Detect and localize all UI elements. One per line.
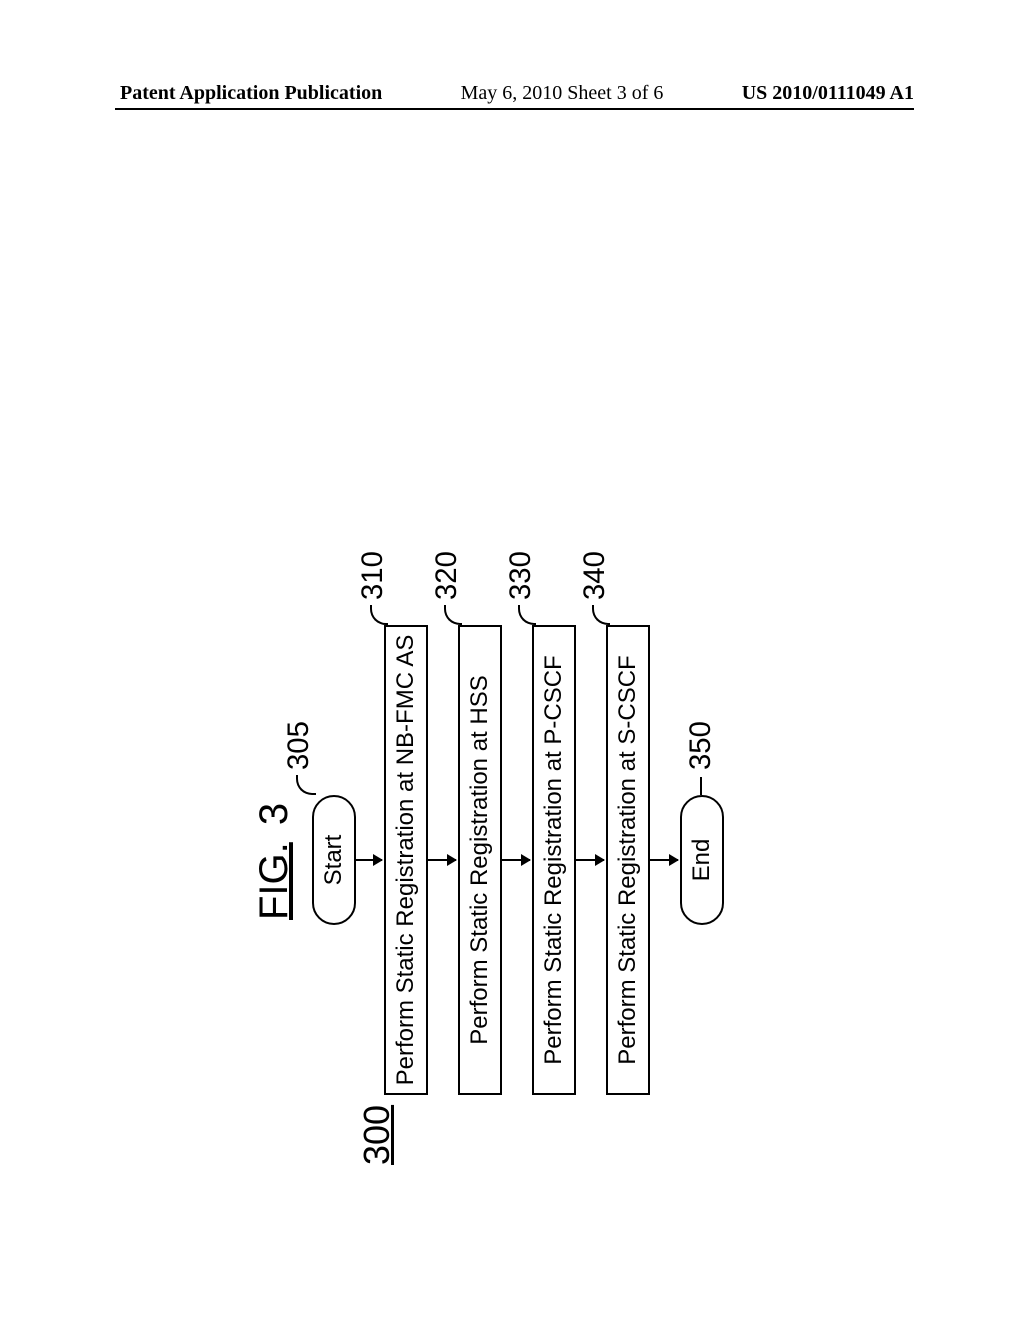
page-header: Patent Application Publication May 6, 20… xyxy=(120,82,914,105)
callout-end: 350 xyxy=(684,721,718,770)
callout-lead-start xyxy=(296,775,316,795)
callout-lead-end xyxy=(700,777,702,795)
callout-lead-p1 xyxy=(370,605,388,625)
flow-node-end: End xyxy=(680,795,724,925)
flow-arrow-p3-p4 xyxy=(576,859,604,861)
flow-arrow-p4-end xyxy=(650,859,678,861)
header-left: Patent Application Publication xyxy=(120,82,382,105)
header-rule xyxy=(115,108,914,110)
figure-rotated-container: FIG. 3 300 Start 305 Perform Static Regi… xyxy=(252,480,772,1240)
figure-title-prefix: FIG. xyxy=(252,842,296,920)
flow-arrow-start-p1 xyxy=(356,859,382,861)
callout-lead-p2 xyxy=(444,605,462,625)
flow-node-p3: Perform Static Registration at P-CSCF xyxy=(532,625,576,1095)
flow-node-p1: Perform Static Registration at NB-FMC AS xyxy=(384,625,428,1095)
flow-node-p3-label: Perform Static Registration at P-CSCF xyxy=(540,655,568,1064)
callout-p2: 320 xyxy=(430,551,464,600)
figure-title: FIG. 3 xyxy=(252,803,297,920)
header-right: US 2010/0111049 A1 xyxy=(742,82,914,105)
flow-node-p4-label: Perform Static Registration at S-CSCF xyxy=(614,655,642,1064)
flow-arrow-p1-p2 xyxy=(428,859,456,861)
callout-p3: 330 xyxy=(504,551,538,600)
flow-node-p1-label: Perform Static Registration at NB-FMC AS xyxy=(392,635,420,1086)
flow-node-p2-label: Perform Static Registration at HSS xyxy=(466,675,494,1044)
flow-node-end-label: End xyxy=(688,839,716,882)
flow-node-start-label: Start xyxy=(320,835,348,886)
callout-p1: 310 xyxy=(356,551,390,600)
flow-arrow-p2-p3 xyxy=(502,859,530,861)
page: Patent Application Publication May 6, 20… xyxy=(0,0,1024,1320)
figure-reference-number: 300 xyxy=(356,1105,398,1165)
callout-p4: 340 xyxy=(578,551,612,600)
header-center: May 6, 2010 Sheet 3 of 6 xyxy=(461,82,664,105)
figure-title-number: 3 xyxy=(252,803,296,825)
flow-node-p2: Perform Static Registration at HSS xyxy=(458,625,502,1095)
callout-lead-p3 xyxy=(518,605,536,625)
callout-lead-p4 xyxy=(592,605,610,625)
flow-node-p4: Perform Static Registration at S-CSCF xyxy=(606,625,650,1095)
callout-start: 305 xyxy=(282,721,316,770)
flow-node-start: Start xyxy=(312,795,356,925)
